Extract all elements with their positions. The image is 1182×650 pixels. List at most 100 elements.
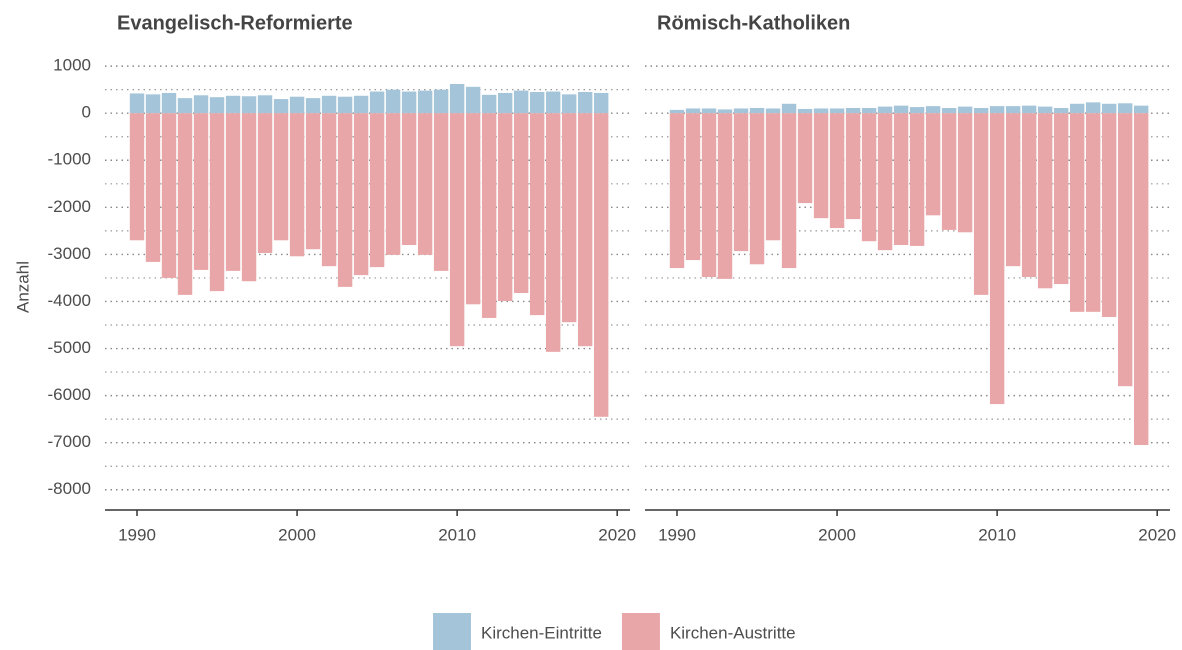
bar [909, 113, 925, 246]
bar [273, 113, 289, 241]
x-tick-label: 2010 [438, 525, 476, 544]
bar [957, 113, 973, 233]
bar [733, 108, 749, 114]
bar [989, 106, 1005, 114]
y-tick-label: -8000 [48, 479, 91, 498]
bar [1037, 113, 1053, 289]
bar [401, 113, 417, 245]
bar [781, 103, 797, 114]
bar [1133, 105, 1149, 114]
y-axis-label: Anzahl [13, 261, 32, 313]
y-tick-label: -5000 [48, 338, 91, 357]
bar [717, 109, 733, 114]
y-tick-label: 0 [82, 103, 91, 122]
bar [1053, 108, 1069, 114]
bar [1101, 103, 1117, 114]
bar [305, 98, 321, 114]
bar [449, 84, 465, 114]
bar [353, 95, 369, 114]
x-tick-label: 2020 [598, 525, 636, 544]
y-tick-label: -4000 [48, 291, 91, 310]
x-tick-label: 1990 [118, 525, 156, 544]
bar [861, 108, 877, 114]
bar [893, 113, 909, 245]
bar [973, 113, 989, 295]
bar [845, 108, 861, 114]
bar [1069, 113, 1085, 312]
bar [1005, 106, 1021, 114]
bar [669, 109, 685, 114]
bar [829, 108, 845, 114]
bar [321, 95, 337, 114]
bar [685, 113, 701, 261]
y-tick-label: -2000 [48, 197, 91, 216]
bar [369, 91, 385, 114]
bar [225, 113, 241, 271]
bar [129, 113, 145, 241]
bar [893, 105, 909, 114]
bar [1053, 113, 1069, 285]
bar [845, 113, 861, 220]
bar [545, 91, 561, 114]
y-tick-label: -7000 [48, 432, 91, 451]
bar [1037, 106, 1053, 114]
bar [209, 113, 225, 292]
bar [513, 113, 529, 294]
bar [593, 113, 609, 417]
bar [749, 108, 765, 114]
y-tick-label: -6000 [48, 385, 91, 404]
bar [177, 113, 193, 295]
bar [685, 108, 701, 114]
bar [305, 113, 321, 250]
bar [957, 106, 973, 114]
bar [781, 113, 797, 269]
legend-label: Kirchen-Austritte [670, 623, 796, 642]
bar [257, 95, 273, 114]
bar [1021, 105, 1037, 114]
bar [545, 113, 561, 352]
bar [177, 98, 193, 114]
bar [145, 94, 161, 114]
panel-title: Römisch-Katholiken [657, 12, 850, 34]
x-tick-label: 1990 [658, 525, 696, 544]
y-tick-label: -1000 [48, 150, 91, 169]
bar [1101, 113, 1117, 318]
bar [749, 113, 765, 265]
bar [733, 113, 749, 252]
bar [877, 106, 893, 114]
bar [765, 108, 781, 114]
bar [1133, 113, 1149, 446]
bar [417, 90, 433, 114]
bar [925, 113, 941, 216]
x-tick-label: 2020 [1138, 525, 1176, 544]
bar [481, 94, 497, 114]
bar [861, 113, 877, 242]
bar [465, 113, 481, 305]
bar [561, 113, 577, 323]
bar [989, 113, 1005, 405]
bar [701, 113, 717, 277]
bar [577, 92, 593, 114]
bar [321, 113, 337, 267]
bar [941, 113, 957, 230]
bar [241, 96, 257, 114]
legend-label: Kirchen-Eintritte [481, 623, 602, 642]
bar [1085, 113, 1101, 312]
x-tick-label: 2000 [278, 525, 316, 544]
bar [465, 86, 481, 114]
bar [829, 113, 845, 229]
y-tick-label: 1000 [53, 56, 91, 75]
bar [433, 89, 449, 114]
bar [497, 92, 513, 114]
bar [877, 113, 893, 251]
bar [973, 108, 989, 114]
bar [257, 113, 273, 253]
bar [813, 108, 829, 114]
bar [417, 113, 433, 255]
bar [1085, 102, 1101, 114]
bar [529, 113, 545, 316]
legend-swatch [433, 613, 471, 650]
bar [561, 94, 577, 114]
bar [433, 113, 449, 271]
